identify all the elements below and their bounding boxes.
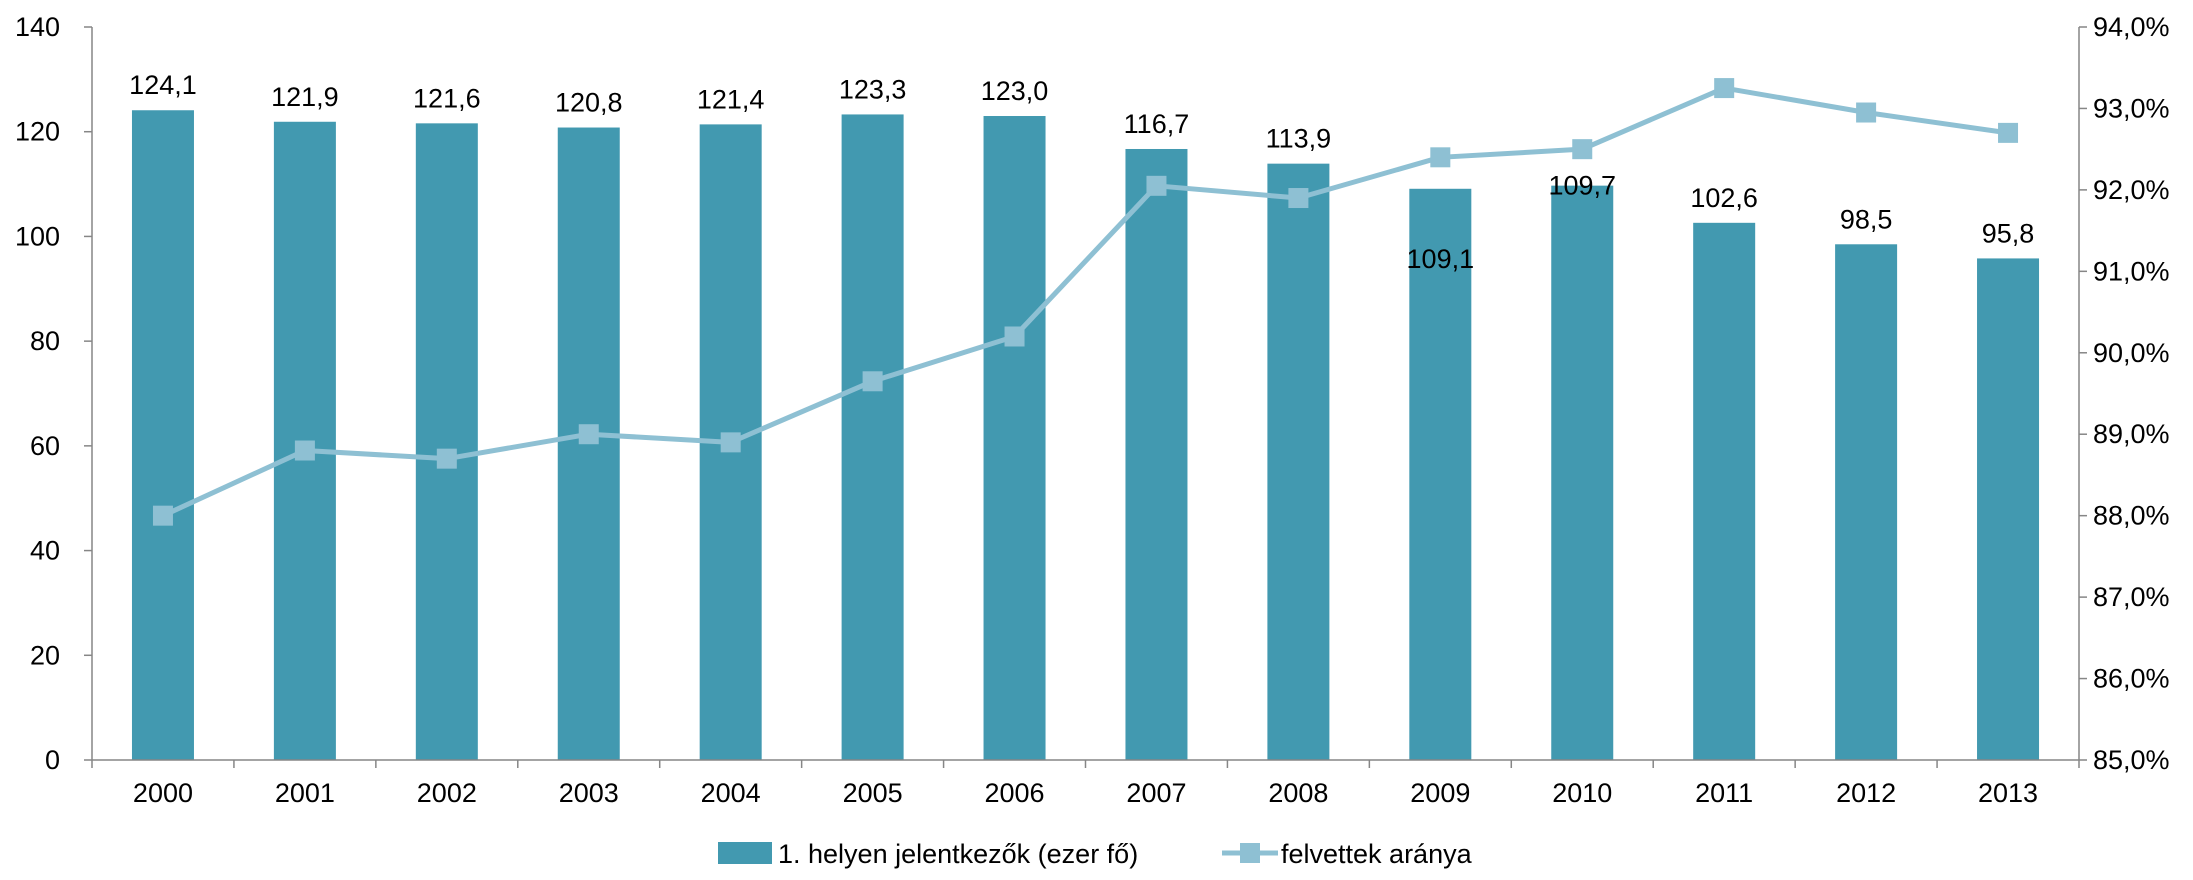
line-marker-2010 xyxy=(1572,139,1593,160)
right-tick-label-94: 94,0% xyxy=(2093,12,2170,42)
bar-2002 xyxy=(415,123,478,760)
x-tick-label-2006: 2006 xyxy=(984,778,1044,808)
bar-2007 xyxy=(1125,148,1188,761)
right-tick-label-92: 92,0% xyxy=(2093,175,2170,205)
x-tick-label-2003: 2003 xyxy=(559,778,619,808)
bar-2012 xyxy=(1835,244,1898,760)
x-tick-label-2009: 2009 xyxy=(1410,778,1470,808)
left-tick-label-0: 0 xyxy=(45,745,60,775)
x-tick-label-2008: 2008 xyxy=(1268,778,1328,808)
line-marker-2012 xyxy=(1856,102,1877,123)
x-tick-label-2001: 2001 xyxy=(275,778,335,808)
left-tick-label-40: 40 xyxy=(30,536,60,566)
bar-2005 xyxy=(841,114,904,761)
right-tick-label-90: 90,0% xyxy=(2093,338,2170,368)
line-marker-2008 xyxy=(1288,188,1309,209)
line-marker-2000 xyxy=(152,505,173,526)
legend-label-bars: 1. helyen jelentkezők (ezer fő) xyxy=(778,839,1138,869)
left-tick-label-20: 20 xyxy=(30,640,60,670)
x-tick-label-2005: 2005 xyxy=(843,778,903,808)
bar-2000 xyxy=(131,110,194,760)
x-tick-label-2010: 2010 xyxy=(1552,778,1612,808)
right-tick-label-89: 89,0% xyxy=(2093,419,2170,449)
x-tick-label-2007: 2007 xyxy=(1126,778,1186,808)
line-marker-2007 xyxy=(1146,175,1167,196)
line-path xyxy=(161,85,2009,518)
line-series xyxy=(152,78,2019,526)
line-marker-2004 xyxy=(720,432,741,453)
bar-label-2002: 121,6 xyxy=(413,83,481,113)
right-tick-label-86: 86,0% xyxy=(2093,664,2170,694)
bar-label-2012: 98,5 xyxy=(1840,204,1893,234)
line-marker-2006 xyxy=(1004,326,1025,347)
right-tick-label-91: 91,0% xyxy=(2093,256,2170,286)
axes: 0 20 40 60 80 100 120 140 85,0% 86,0% 87,0% 88,0% 89… xyxy=(15,12,2170,808)
bar-label-2006: 123,0 xyxy=(981,76,1049,106)
left-tick-label-100: 100 xyxy=(15,221,60,251)
legend-label-line: felvettek aránya xyxy=(1281,839,1473,869)
bar-label-2009: 109,1 xyxy=(1407,244,1475,274)
left-tick-label-80: 80 xyxy=(30,326,60,356)
bar-2010 xyxy=(1551,185,1614,760)
left-tick-label-120: 120 xyxy=(15,117,60,147)
bar-label-2003: 120,8 xyxy=(555,88,623,118)
line-marker-2005 xyxy=(862,371,883,392)
bar-label-2005: 123,3 xyxy=(839,74,907,104)
bar-2009 xyxy=(1409,188,1472,760)
line-marker-2002 xyxy=(436,448,457,469)
bar-2011 xyxy=(1693,222,1756,760)
x-tick-label-2013: 2013 xyxy=(1978,778,2038,808)
bar-label-2004: 121,4 xyxy=(697,84,765,114)
left-tick-label-140: 140 xyxy=(15,12,60,42)
bar-label-2001: 121,9 xyxy=(271,82,339,112)
right-tick-label-88: 88,0% xyxy=(2093,501,2170,531)
right-tick-label-85: 85,0% xyxy=(2093,745,2170,775)
bar-label-2000: 124,1 xyxy=(129,70,197,100)
legend-line-marker xyxy=(1240,843,1260,863)
bar-2006 xyxy=(983,116,1046,760)
line-marker-2001 xyxy=(294,440,315,461)
bar-data-labels: 124,1 121,9 121,6 120,8 121,4 123,3 123,0 116,7… xyxy=(129,70,2034,274)
line-marker-2003 xyxy=(578,424,599,445)
bar-label-2010: 109,7 xyxy=(1548,171,1616,201)
x-tick-label-2012: 2012 xyxy=(1836,778,1896,808)
right-tick-label-87: 87,0% xyxy=(2093,582,2170,612)
legend-bar-swatch xyxy=(718,842,772,864)
bar-label-2008: 113,9 xyxy=(1266,124,1332,154)
x-tick-label-2004: 2004 xyxy=(701,778,761,808)
line-marker-2011 xyxy=(1714,78,1735,99)
bar-2013 xyxy=(1977,258,2040,760)
bar-label-2011: 102,6 xyxy=(1690,183,1758,213)
right-tick-label-93: 93,0% xyxy=(2093,93,2170,123)
bar-label-2007: 116,7 xyxy=(1124,109,1190,139)
x-tick-label-2011: 2011 xyxy=(1695,778,1753,808)
x-tick-label-2002: 2002 xyxy=(417,778,477,808)
line-marker-2013 xyxy=(1998,122,2019,143)
line-marker-2009 xyxy=(1430,147,1451,168)
bar-2008 xyxy=(1267,163,1330,760)
bar-label-2013: 95,8 xyxy=(1982,218,2035,248)
x-tick-label-2000: 2000 xyxy=(133,778,193,808)
left-tick-label-60: 60 xyxy=(30,431,60,461)
legend: 1. helyen jelentkezők (ezer fő) felvettek… xyxy=(718,839,1473,869)
